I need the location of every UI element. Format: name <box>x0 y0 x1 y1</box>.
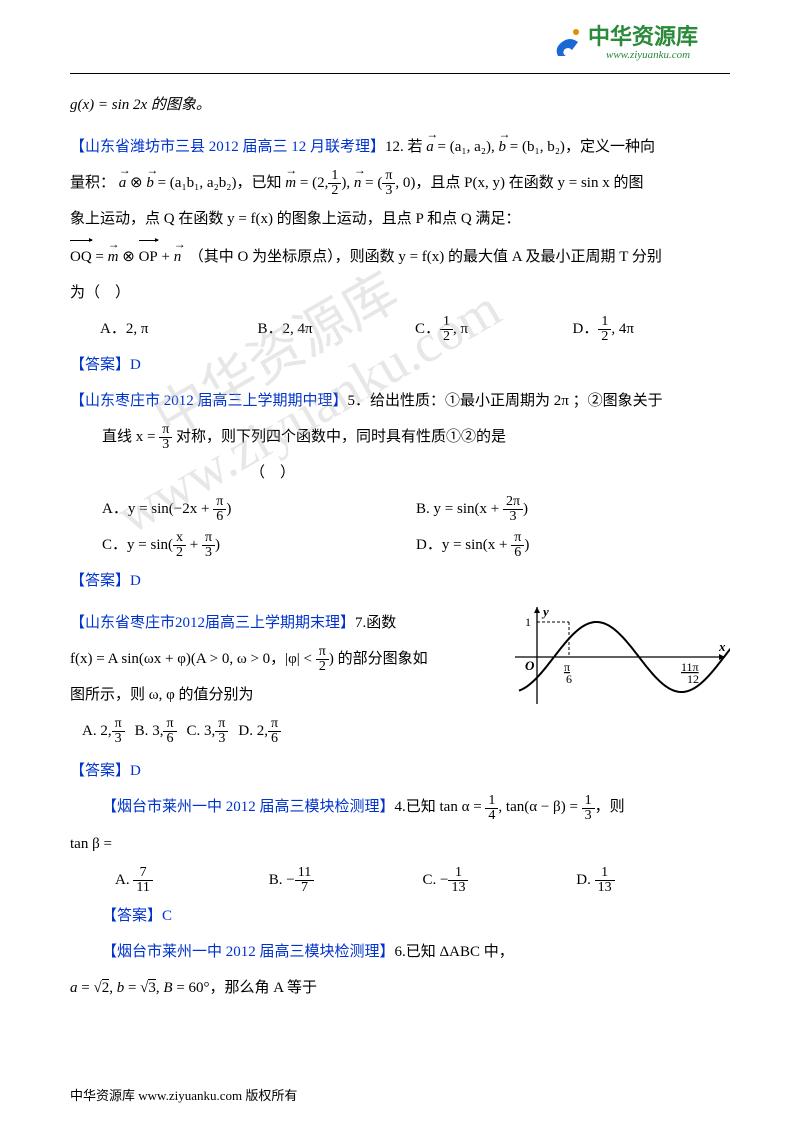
sine-graph: yxO1π611π12 <box>515 602 730 712</box>
svg-text:6: 6 <box>566 672 572 686</box>
q1-opt-d: D．12, 4π <box>573 314 731 344</box>
vec-a: a <box>426 132 434 162</box>
q4-line1: 【烟台市莱州一中 2012 届高三模块检测理】4.已知 tan α = 14, … <box>70 792 730 822</box>
logo-text-cn: 中华资源库 <box>588 24 698 49</box>
q3-source: 【山东省枣庄市2012届高三上学期期末理】 <box>70 615 355 631</box>
q2-source: 【山东枣庄市 2012 届高三上学期期中理】 <box>70 393 348 409</box>
q3-opt-a: A. 2,π3 <box>82 716 125 746</box>
q2-opt-b: B. y = sin(x + 2π3) <box>416 494 730 524</box>
q2-blank: （ ） <box>70 458 730 488</box>
q1-opt-b: B．2, 4π <box>258 314 416 344</box>
q5-source: 【烟台市莱州一中 2012 届高三模块检测理】 <box>102 944 395 960</box>
continuation-line: g(x) = sin 2x 的图象。 <box>70 90 730 120</box>
q4-answer: 【答案】C <box>70 901 730 931</box>
page-content: g(x) = sin 2x 的图象。 【山东省潍坊市三县 2012 届高三 12… <box>70 90 730 1003</box>
q2-opt-c: C．y = sin(x2 + π3) <box>102 530 416 560</box>
q1-answer: 【答案】D <box>70 350 730 380</box>
q2-opts-row1: A．y = sin(−2x + π6) B. y = sin(x + 2π3) <box>70 494 730 524</box>
q2-opt-a: A．y = sin(−2x + π6) <box>102 494 416 524</box>
q2-opt-d: D．y = sin(x + π6) <box>416 530 730 560</box>
svg-text:12: 12 <box>687 672 699 686</box>
q3-line1: f(x) = A sin(ωx + φ)(A > 0, ω > 0，|φ| < … <box>70 644 515 674</box>
header-logo: 中华资源库 www.ziyuanku.com <box>70 20 730 69</box>
q1-line5: 为（ ） <box>70 278 730 308</box>
q4-line2: tan β = <box>70 829 730 859</box>
q4-opt-c: C. −113 <box>423 865 577 895</box>
q3-block: 【山东省枣庄市2012届高三上学期期末理】7.函数 f(x) = A sin(ω… <box>70 602 730 750</box>
q5-line2: a = √2, b = √3, B = 60°，那么角 A 等于 <box>70 973 730 1003</box>
q1-opt-c: C．12, π <box>415 314 573 344</box>
svg-text:x: x <box>718 639 726 654</box>
q1-line1: 【山东省潍坊市三县 2012 届高三 12 月联考理】12. 若 a = (a₁… <box>70 132 730 162</box>
header-rule <box>70 73 730 74</box>
q1-options: A．2, π B．2, 4π C．12, π D．12, 4π <box>100 314 730 344</box>
q3-line0: 【山东省枣庄市2012届高三上学期期末理】7.函数 <box>70 608 515 638</box>
q3-options: A. 2,π3 B. 3,π6 C. 3,π3 D. 2,π6 <box>82 716 515 746</box>
q2-line1: 【山东枣庄市 2012 届高三上学期期中理】5．给出性质：①最小正周期为 2π … <box>70 386 730 416</box>
q4-opt-b: B. −117 <box>269 865 423 895</box>
q5-line1: 【烟台市莱州一中 2012 届高三模块检测理】6.已知 ΔABC 中， <box>70 937 730 967</box>
q4-opt-d: D. 113 <box>576 865 730 895</box>
svg-text:O: O <box>525 658 535 673</box>
q3-opt-c: C. 3,π3 <box>187 716 229 746</box>
q3-opt-b: B. 3,π6 <box>135 716 177 746</box>
svg-text:y: y <box>541 604 549 619</box>
q3-opt-d: D. 2,π6 <box>238 716 281 746</box>
q4-options: A. 711 B. −117 C. −113 D. 113 <box>115 865 730 895</box>
q2-opts-row2: C．y = sin(x2 + π3) D．y = sin(x + π6) <box>70 530 730 560</box>
q4-opt-a: A. 711 <box>115 865 269 895</box>
vec-b: b <box>499 132 507 162</box>
q4-source: 【烟台市莱州一中 2012 届高三模块检测理】 <box>102 799 395 815</box>
logo-text-url: www.ziyuanku.com <box>606 49 690 61</box>
q1-source: 【山东省潍坊市三县 2012 届高三 12 月联考理】 <box>70 139 385 155</box>
footer: 中华资源库 www.ziyuanku.com 版权所有 <box>70 1085 297 1104</box>
svg-text:1: 1 <box>525 615 531 629</box>
q1-line4: OQ = m ⊗ OP + n （其中 O 为坐标原点），则函数 y = f(x… <box>70 240 730 272</box>
q1-line2: 量积： a ⊗ b = (a₁b₁, a₂b₂)，已知 m = (2,12), … <box>70 168 730 198</box>
q3-line2: 图所示，则 ω, φ 的值分别为 <box>70 680 515 710</box>
q1-opt-a: A．2, π <box>100 314 258 344</box>
logo-svg: 中华资源库 www.ziyuanku.com <box>550 20 730 64</box>
q1-line3: 象上运动，点 Q 在函数 y = f(x) 的图象上运动，且点 P 和点 Q 满… <box>70 204 730 234</box>
q2-answer: 【答案】D <box>70 566 730 596</box>
q2-line2: 直线 x = π3 对称，则下列四个函数中，同时具有性质①②的是 <box>70 422 730 452</box>
q3-answer: 【答案】D <box>70 756 730 786</box>
